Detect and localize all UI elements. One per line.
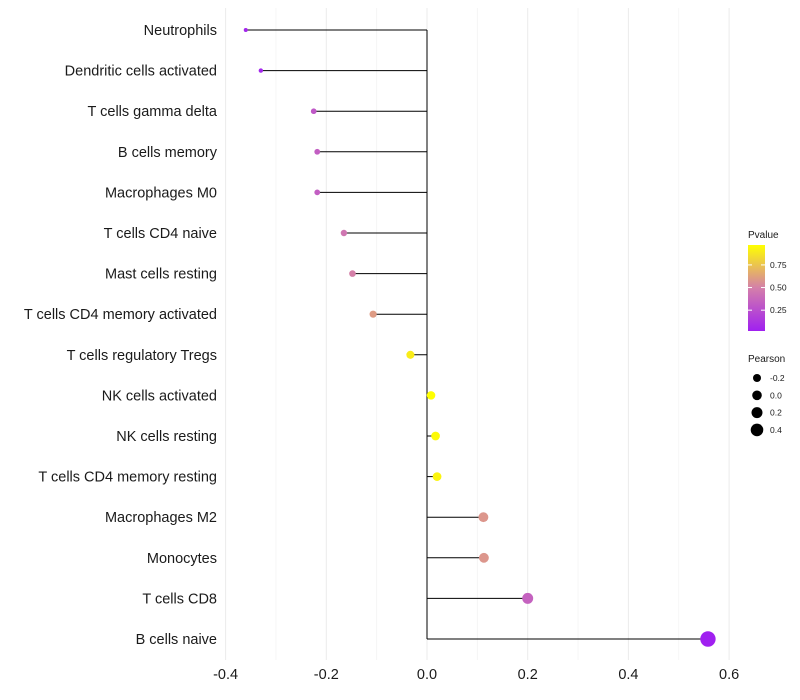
y-label-8: T cells regulatory Tregs <box>67 348 217 364</box>
y-label-15: B cells naive <box>136 632 217 648</box>
stem-layer <box>245 29 708 640</box>
pearson-legend-dot-3 <box>750 423 764 437</box>
pvalue-legend-label-2: 0.75 <box>770 260 787 270</box>
x-axis-tick-labels: -0.4 -0.2 0.0 0.2 0.4 0.6 <box>213 667 739 683</box>
pvalue-legend-label-1: 0.50 <box>770 283 787 293</box>
pearson-legend-label-0: -0.2 <box>770 373 785 383</box>
point-14 <box>522 592 534 604</box>
point-7 <box>369 310 377 318</box>
y-label-14: T cells CD8 <box>142 591 217 607</box>
x-tick-3: 0.2 <box>518 667 538 683</box>
x-tick-2: 0.0 <box>417 667 437 683</box>
y-label-5: T cells CD4 naive <box>104 226 217 242</box>
y-label-0: Neutrophils <box>144 23 217 39</box>
point-layer <box>243 28 716 647</box>
y-label-11: T cells CD4 memory resting <box>38 470 217 486</box>
y-label-3: B cells memory <box>118 145 218 161</box>
point-9 <box>426 391 436 400</box>
x-tick-0: -0.4 <box>213 667 238 683</box>
point-3 <box>314 148 321 155</box>
grid-layer <box>225 8 730 660</box>
pvalue-legend: Pvalue 0.25 0.50 0.75 <box>748 230 787 331</box>
pvalue-legend-title: Pvalue <box>748 230 779 241</box>
pearson-legend-label-3: 0.4 <box>770 425 782 435</box>
y-label-1: Dendritic cells activated <box>65 64 217 80</box>
point-2 <box>310 108 317 115</box>
pearson-legend-label-1: 0.0 <box>770 390 782 400</box>
pvalue-colorbar <box>748 245 765 331</box>
y-label-6: Mast cells resting <box>105 267 217 283</box>
pearson-legend-label-2: 0.2 <box>770 408 782 418</box>
pearson-legend-dot-2 <box>751 407 763 419</box>
pearson-legend-dot-1 <box>752 390 762 401</box>
point-13 <box>478 552 489 563</box>
x-tick-1: -0.2 <box>314 667 339 683</box>
y-axis-labels: Neutrophils Dendritic cells activated T ce… <box>24 23 218 648</box>
y-label-9: NK cells activated <box>102 388 217 404</box>
y-label-2: T cells gamma delta <box>88 104 218 120</box>
x-tick-4: 0.4 <box>618 667 638 683</box>
pearson-legend: Pearson -0.2 0.0 0.2 0.4 <box>748 354 785 437</box>
x-tick-5: 0.6 <box>719 667 739 683</box>
pearson-legend-dot-0 <box>753 374 761 382</box>
point-12 <box>478 512 489 523</box>
y-label-4: Macrophages M0 <box>105 185 217 201</box>
y-label-10: NK cells resting <box>116 429 217 445</box>
point-11 <box>432 472 442 481</box>
y-label-12: Macrophages M2 <box>105 510 217 526</box>
point-15 <box>700 631 716 647</box>
point-1 <box>258 68 264 73</box>
point-8 <box>406 350 415 359</box>
y-label-13: Monocytes <box>147 551 217 567</box>
point-10 <box>431 431 440 441</box>
point-4 <box>314 189 321 196</box>
point-5 <box>340 229 348 237</box>
pearson-legend-title: Pearson <box>748 354 785 365</box>
pvalue-legend-label-0: 0.25 <box>770 305 787 315</box>
point-0 <box>243 28 248 32</box>
point-6 <box>349 270 356 277</box>
y-label-7: T cells CD4 memory activated <box>24 307 217 323</box>
